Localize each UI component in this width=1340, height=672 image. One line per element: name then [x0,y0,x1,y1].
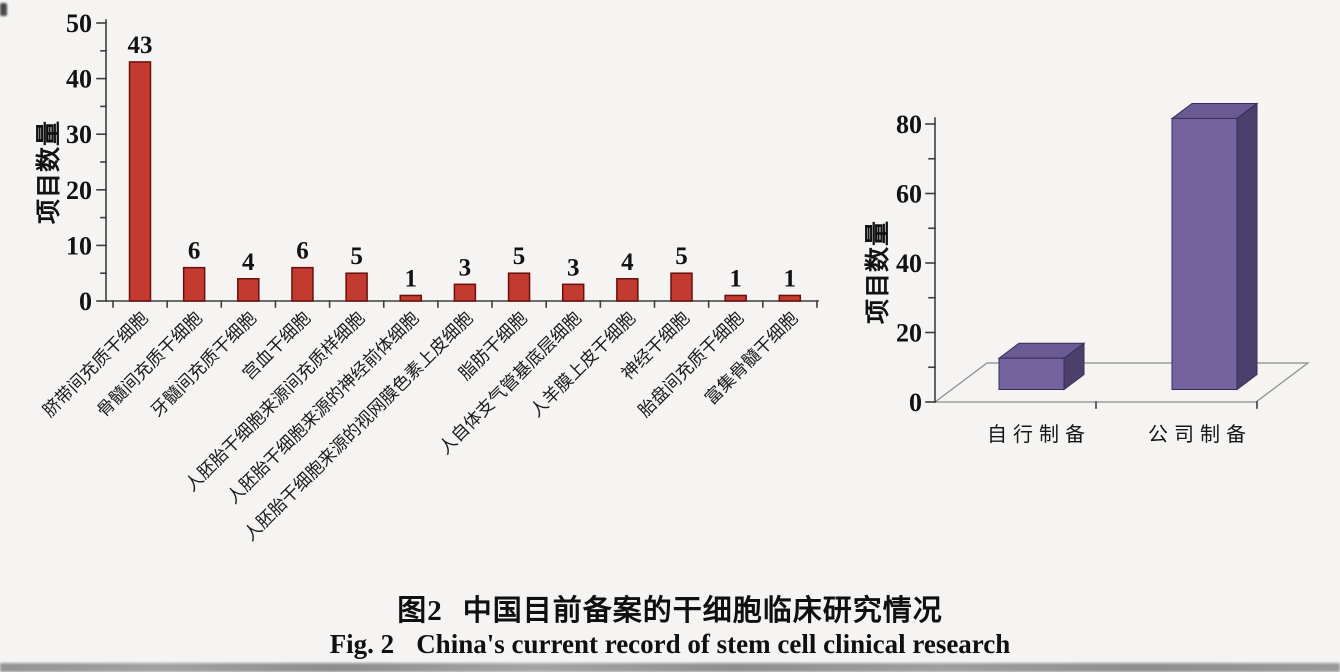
x-category-label: 公司制备 [1148,423,1252,446]
scan-artifact [0,3,7,16]
caption-chinese: 图2 中国目前备案的干细胞临床研究情况 [0,587,1340,629]
bar [1171,117,1238,390]
bar [291,266,314,302]
bar [399,294,422,302]
caption-en-label: Fig. 2 [329,629,395,659]
y-tick-label: 50 [66,9,92,38]
caption-english: Fig. 2 China's current record of stem cel… [0,629,1340,660]
bar-value-label: 5 [675,243,688,270]
caption-cn-label: 图2 [397,595,443,627]
bar-value-label: 3 [459,254,472,281]
bar-side-face [1236,102,1258,391]
bar-value-label: 4 [621,249,634,276]
bar-value-label: 5 [350,243,363,270]
bar-value-label: 5 [513,243,526,270]
caption-cn-text: 中国目前备案的干细胞临床研究情况 [462,595,943,627]
bar [453,283,477,302]
x-category-label: 富集骨髓干细胞 [701,308,802,409]
bar [561,283,585,302]
bar-value-label: 1 [405,265,418,292]
bar-value-label: 43 [128,32,153,59]
bar-value-label: 1 [784,265,797,292]
bar [724,294,747,302]
y-tick-label: 0 [79,287,92,316]
bar [778,294,802,302]
bar [998,357,1065,391]
bar [128,61,152,302]
y-tick-label: 60 [896,180,922,209]
bar-value-label: 3 [567,254,580,281]
caption-en-text: China's current record of stem cell clin… [416,629,1011,659]
bar [182,266,206,302]
bar [507,272,531,302]
y-tick-label: 20 [896,319,922,348]
bar [616,278,639,302]
x-category-label: 人胚胎干细胞来源的神经前体细胞 [223,308,423,508]
bar-value-label: 1 [729,265,742,292]
y-tick-label: 20 [66,176,92,205]
right-y-axis-title: 项目数量 [864,220,892,324]
y-tick-label: 0 [909,388,922,417]
floor-plane [933,362,1310,403]
left-y-axis-title: 项目数量 [35,120,63,224]
bar [345,272,368,302]
bar [670,272,693,302]
y-tick-label: 40 [66,65,92,94]
bar-value-label: 6 [188,238,201,265]
left-bar-chart: 01020304050项目数量43脐带间充质干细胞6骨髓间充质干细胞4牙髓间充质… [35,9,819,545]
bar [237,278,260,302]
y-tick-label: 40 [896,249,922,278]
x-category-label: 自行制备 [987,423,1091,446]
y-tick-label: 30 [66,120,92,149]
y-tick-label: 80 [896,110,922,139]
y-tick-label: 10 [66,231,92,260]
bar-value-label: 6 [296,238,309,265]
cropped-next-line-band [0,663,1340,672]
bar-value-label: 4 [242,249,255,276]
charts-canvas: 01020304050项目数量43脐带间充质干细胞6骨髓间充质干细胞4牙髓间充质… [35,9,1310,545]
